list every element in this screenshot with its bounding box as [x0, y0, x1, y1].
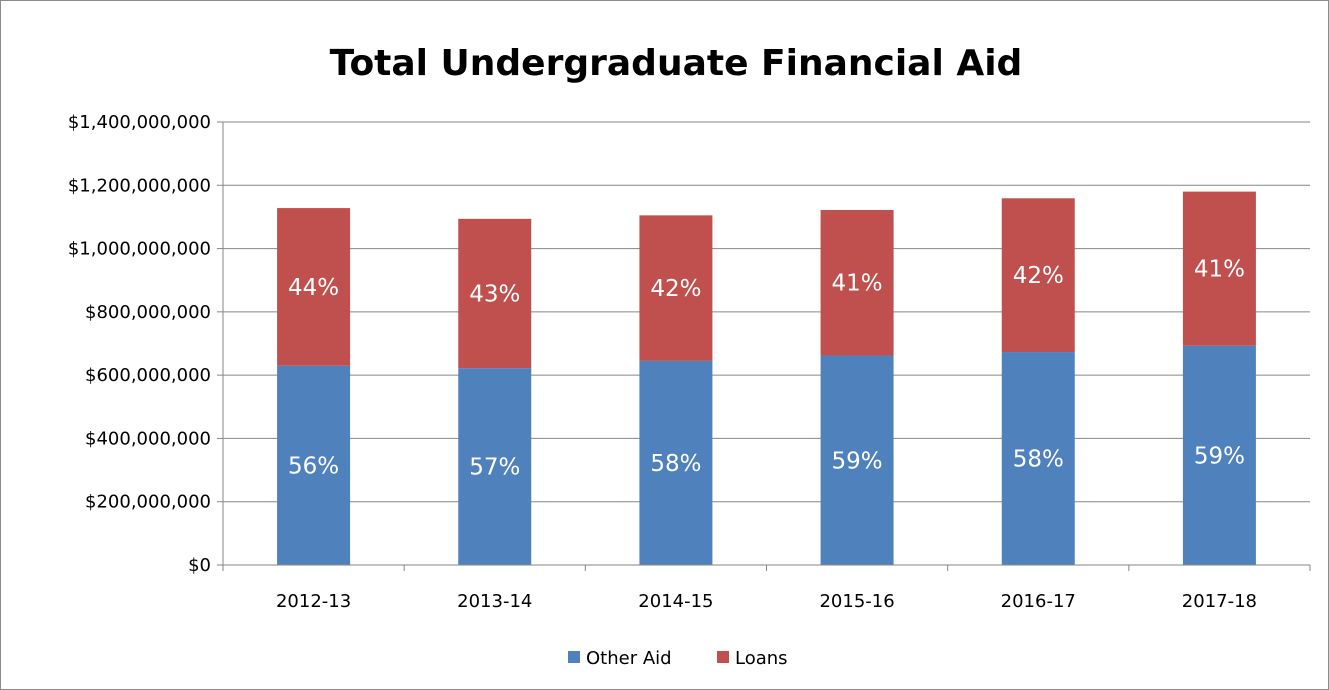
legend-label: Loans — [735, 648, 788, 669]
data-label: 58% — [1013, 447, 1064, 473]
data-label: 43% — [469, 282, 520, 308]
data-label: 57% — [469, 455, 520, 481]
y-tick-label: $600,000,000 — [85, 365, 211, 386]
legend-label: Other Aid — [586, 648, 672, 669]
bar-loans-2013-14 — [458, 218, 532, 369]
x-tick-label: 2016-17 — [1001, 591, 1076, 612]
legend-swatch — [568, 651, 580, 663]
bar-other-aid-2015-16 — [820, 355, 894, 565]
y-tick-label: $1,200,000,000 — [68, 175, 211, 196]
data-label: 41% — [832, 271, 883, 297]
bar-loans-2015-16 — [820, 209, 894, 356]
bar-other-aid-2017-18 — [1182, 345, 1256, 565]
y-tick-label: $800,000,000 — [85, 302, 211, 323]
x-tick-label: 2013-14 — [457, 591, 532, 612]
x-tick-label: 2017-18 — [1182, 591, 1257, 612]
data-label: 58% — [650, 451, 701, 477]
bar-loans-2016-17 — [1001, 198, 1075, 353]
bar-other-aid-2014-15 — [639, 360, 713, 565]
bar-other-aid-2016-17 — [1001, 352, 1075, 565]
x-axis: 2012-13 2013-14 2014-15 2015-16 2016-17 2017-… — [222, 564, 1311, 612]
bar-loans-2014-15 — [639, 215, 713, 361]
x-tick-label: 2012-13 — [276, 591, 351, 612]
legend: Other Aid Loans — [568, 648, 788, 669]
data-label: 42% — [650, 276, 701, 302]
y-tick-label: $0 — [188, 555, 211, 576]
data-label: 59% — [832, 448, 883, 474]
data-label: 56% — [288, 453, 339, 479]
x-tick-label: 2014-15 — [638, 591, 713, 612]
bar-other-aid-2013-14 — [458, 368, 532, 565]
y-tick-label: $400,000,000 — [85, 428, 211, 449]
bars: 56% 44% 57% 43% 58% 42% 59% 41% 58% 42% 59% 41% — [277, 191, 1256, 565]
bar-loans-2017-18 — [1182, 191, 1256, 346]
y-tick-label: $1,400,000,000 — [68, 112, 211, 133]
chart-title: Total Undergraduate Financial Aid — [330, 43, 1023, 84]
y-tick-label: $1,000,000,000 — [68, 239, 211, 260]
data-label: 42% — [1013, 263, 1064, 289]
data-label: 44% — [288, 275, 339, 301]
data-label: 59% — [1194, 443, 1245, 469]
y-tick-label: $200,000,000 — [85, 492, 211, 513]
gridlines — [223, 121, 1310, 503]
bar-other-aid-2012-13 — [277, 365, 351, 565]
x-tick-label: 2015-16 — [819, 591, 894, 612]
legend-swatch — [717, 651, 729, 663]
data-label: 41% — [1194, 257, 1245, 283]
bar-loans-2012-13 — [277, 208, 351, 366]
y-axis: $0 $200,000,000 $400,000,000 $600,000,000 $8… — [68, 112, 224, 576]
